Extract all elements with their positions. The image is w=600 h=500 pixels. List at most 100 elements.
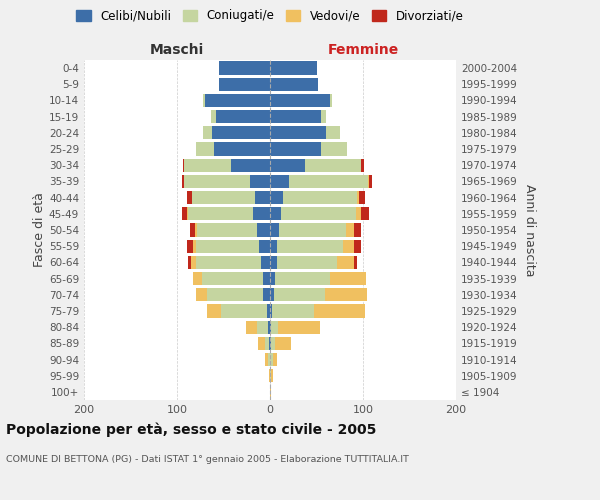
Bar [274,288,325,302]
Bar [346,224,354,236]
Bar [187,207,188,220]
Bar [270,191,283,204]
Bar [270,240,277,253]
Bar [270,224,280,236]
Bar [188,256,191,269]
Bar [196,256,260,269]
Bar [193,272,202,285]
Bar [271,369,273,382]
Bar [207,304,221,318]
Bar [216,110,270,124]
Bar [271,336,275,350]
Bar [270,158,305,172]
Bar [265,353,268,366]
Bar [257,320,268,334]
Bar [188,207,253,220]
Bar [337,256,354,269]
Bar [354,240,361,253]
Bar [268,353,270,366]
Bar [182,175,184,188]
Bar [270,369,271,382]
Bar [305,158,361,172]
Bar [343,240,354,253]
Bar [269,369,270,382]
Bar [196,142,214,156]
Text: Popolazione per età, sesso e stato civile - 2005: Popolazione per età, sesso e stato civil… [6,422,376,437]
Bar [356,207,361,220]
Bar [197,224,257,236]
Bar [361,207,368,220]
Text: Maschi: Maschi [150,44,204,58]
Bar [205,94,270,107]
Bar [207,288,263,302]
Bar [273,353,277,366]
Bar [270,272,275,285]
Bar [354,256,358,269]
Bar [331,272,366,285]
Bar [190,224,194,236]
Bar [184,158,231,172]
Bar [331,94,332,107]
Bar [270,78,319,91]
Bar [270,110,321,124]
Bar [267,304,270,318]
Bar [368,175,372,188]
Bar [272,304,314,318]
Bar [270,288,274,302]
Bar [192,191,255,204]
Bar [184,175,250,188]
Bar [281,207,356,220]
Bar [275,272,331,285]
Bar [219,78,270,91]
Legend: Celibi/Nubili, Coniugati/e, Vedovi/e, Divorziati/e: Celibi/Nubili, Coniugati/e, Vedovi/e, Di… [73,6,467,26]
Text: Femmine: Femmine [328,44,398,58]
Bar [258,336,265,350]
Bar [321,142,347,156]
Bar [268,320,270,334]
Bar [263,272,270,285]
Bar [326,126,340,140]
Bar [202,272,263,285]
Bar [278,320,320,334]
Text: COMUNE DI BETTONA (PG) - Dati ISTAT 1° gennaio 2005 - Elaborazione TUTTITALIA.IT: COMUNE DI BETTONA (PG) - Dati ISTAT 1° g… [6,455,409,464]
Bar [265,336,269,350]
Bar [277,240,343,253]
Bar [203,94,205,107]
Bar [270,207,281,220]
Bar [196,240,259,253]
Bar [283,191,358,204]
Bar [361,158,364,172]
Bar [358,191,359,204]
Bar [270,256,277,269]
Bar [182,207,187,220]
Bar [277,256,337,269]
Bar [280,224,346,236]
Bar [271,320,278,334]
Bar [270,126,326,140]
Y-axis label: Fasce di età: Fasce di età [33,192,46,268]
Bar [359,191,365,204]
Bar [255,191,270,204]
Bar [289,175,368,188]
Bar [191,256,196,269]
Bar [263,288,270,302]
Bar [270,353,273,366]
Bar [246,320,257,334]
Bar [250,175,270,188]
Bar [221,304,267,318]
Bar [193,240,196,253]
Bar [259,240,270,253]
Bar [314,304,365,318]
Bar [321,110,326,124]
Bar [270,94,331,107]
Bar [211,110,216,124]
Bar [270,320,271,334]
Bar [270,142,321,156]
Bar [270,304,272,318]
Bar [260,256,270,269]
Bar [325,288,367,302]
Bar [187,240,193,253]
Bar [270,62,317,74]
Bar [203,126,212,140]
Bar [231,158,270,172]
